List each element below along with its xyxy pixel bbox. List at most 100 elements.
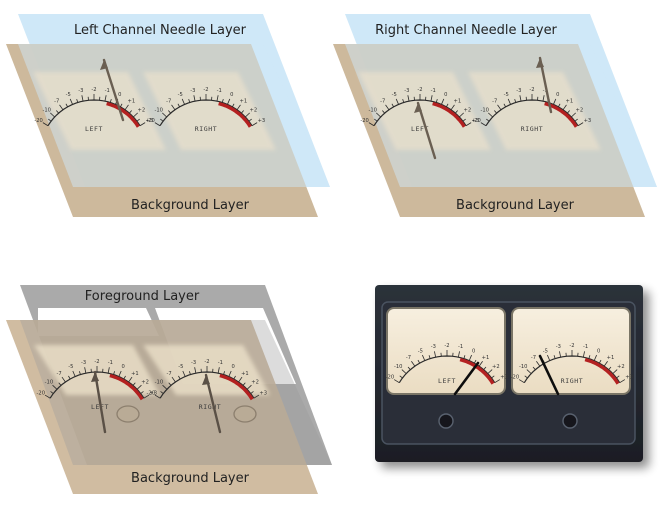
scale-tick xyxy=(462,118,466,122)
scale-tick xyxy=(494,379,501,384)
scale-label: -2 xyxy=(417,87,422,93)
panel-top-label: Left Channel Needle Layer xyxy=(74,23,247,38)
scale-tick xyxy=(236,104,241,111)
scale-tick xyxy=(553,98,557,105)
scale-tick xyxy=(194,367,197,374)
scale-tick xyxy=(162,384,168,390)
scale-tick xyxy=(399,375,403,379)
scale-tick xyxy=(68,375,71,380)
scale-label: 0 xyxy=(122,364,125,370)
scale-label: -3 xyxy=(191,360,196,366)
scale-label: -5 xyxy=(418,348,423,354)
scale-label: +3 xyxy=(259,390,267,396)
scale-tick xyxy=(48,118,52,122)
meter-name-label: LEFT xyxy=(411,125,429,133)
scale-label: -10 xyxy=(368,107,376,113)
scale-label: -3 xyxy=(404,88,409,94)
scale-tick xyxy=(422,354,426,361)
scale-label: -20 xyxy=(147,390,155,396)
scale-tick xyxy=(428,355,431,359)
scale-label: -2 xyxy=(444,343,449,349)
scale-tick xyxy=(217,367,220,374)
scale-tick xyxy=(385,104,390,111)
scale-label: -7 xyxy=(531,355,536,361)
scale-tick xyxy=(441,98,445,105)
scale-tick xyxy=(132,382,136,386)
scale-label: -5 xyxy=(392,92,397,98)
scale-label: -1 xyxy=(583,344,588,350)
scale-label: -3 xyxy=(81,360,86,366)
scale-tick xyxy=(42,122,49,127)
scale-label: -7 xyxy=(57,371,62,377)
needle-right-tip xyxy=(202,375,210,385)
scale-label: -1 xyxy=(543,88,548,94)
scale-label: +1 xyxy=(239,99,247,105)
scale-tick xyxy=(494,110,497,114)
scale-tick xyxy=(223,371,226,375)
needle-left-static xyxy=(414,103,422,113)
scale-label: +2 xyxy=(137,107,145,113)
scale-tick xyxy=(171,376,176,383)
scale-tick xyxy=(248,118,252,122)
scale-tick xyxy=(532,366,536,370)
scale-label: +1 xyxy=(482,355,490,361)
scale-tick xyxy=(465,122,472,127)
scale-tick xyxy=(182,370,186,377)
scale-tick xyxy=(251,122,258,127)
scale-tick xyxy=(250,391,254,394)
scale-label: -10 xyxy=(519,364,527,370)
scale-label: -10 xyxy=(45,380,53,386)
scale-label: -2 xyxy=(203,87,208,93)
scale-label: -10 xyxy=(480,107,488,113)
scale-tick xyxy=(238,376,243,383)
scale-tick xyxy=(129,110,132,114)
scale-tick xyxy=(246,384,252,390)
scale-tick xyxy=(168,110,171,114)
scale-tick xyxy=(227,98,231,105)
scale-tick xyxy=(457,351,460,358)
scale-tick xyxy=(171,104,176,111)
scale-label: -2 xyxy=(569,343,574,349)
scale-tick xyxy=(188,371,191,375)
device-needle-right xyxy=(538,354,560,396)
scale-label: -20 xyxy=(511,375,519,381)
scale-tick xyxy=(216,95,219,102)
scale-tick xyxy=(140,391,144,394)
scale-tick xyxy=(76,99,79,103)
scale-tick xyxy=(553,355,556,359)
meter-name-label: RIGHT xyxy=(199,403,222,411)
scale-tick xyxy=(118,370,122,377)
meter-window-right xyxy=(511,307,631,395)
scale-tick xyxy=(536,361,541,367)
scale-label: 0 xyxy=(230,92,233,98)
scale-label: -7 xyxy=(54,99,59,105)
scale-label: -20 xyxy=(386,375,394,381)
scale-tick xyxy=(136,118,140,122)
needle-right xyxy=(204,373,222,434)
scale-label: -5 xyxy=(504,92,509,98)
scale-tick xyxy=(181,98,185,105)
scale-label: -1 xyxy=(105,88,110,94)
scale-tick xyxy=(507,98,511,105)
scale-tick xyxy=(434,351,437,358)
scale-label: +2 xyxy=(249,107,257,113)
scale-tick xyxy=(407,95,410,102)
scale-tick xyxy=(450,104,455,111)
scale-tick xyxy=(459,112,464,118)
scale-tick xyxy=(133,112,138,118)
scale-tick xyxy=(368,122,375,127)
scale-label: -2 xyxy=(529,87,534,93)
scale-tick xyxy=(245,112,250,118)
scale-tick xyxy=(577,122,584,127)
scale-tick xyxy=(567,110,570,114)
scale-tick xyxy=(559,351,562,358)
panel-top-label: Foreground Layer xyxy=(85,289,200,304)
scale-tick xyxy=(104,95,107,102)
scale-tick xyxy=(582,351,585,358)
device-screw-left xyxy=(438,413,454,429)
scale-tick xyxy=(160,118,164,122)
scale-tick xyxy=(593,354,597,361)
scale-tick xyxy=(463,355,466,359)
scale-tick xyxy=(123,375,126,380)
